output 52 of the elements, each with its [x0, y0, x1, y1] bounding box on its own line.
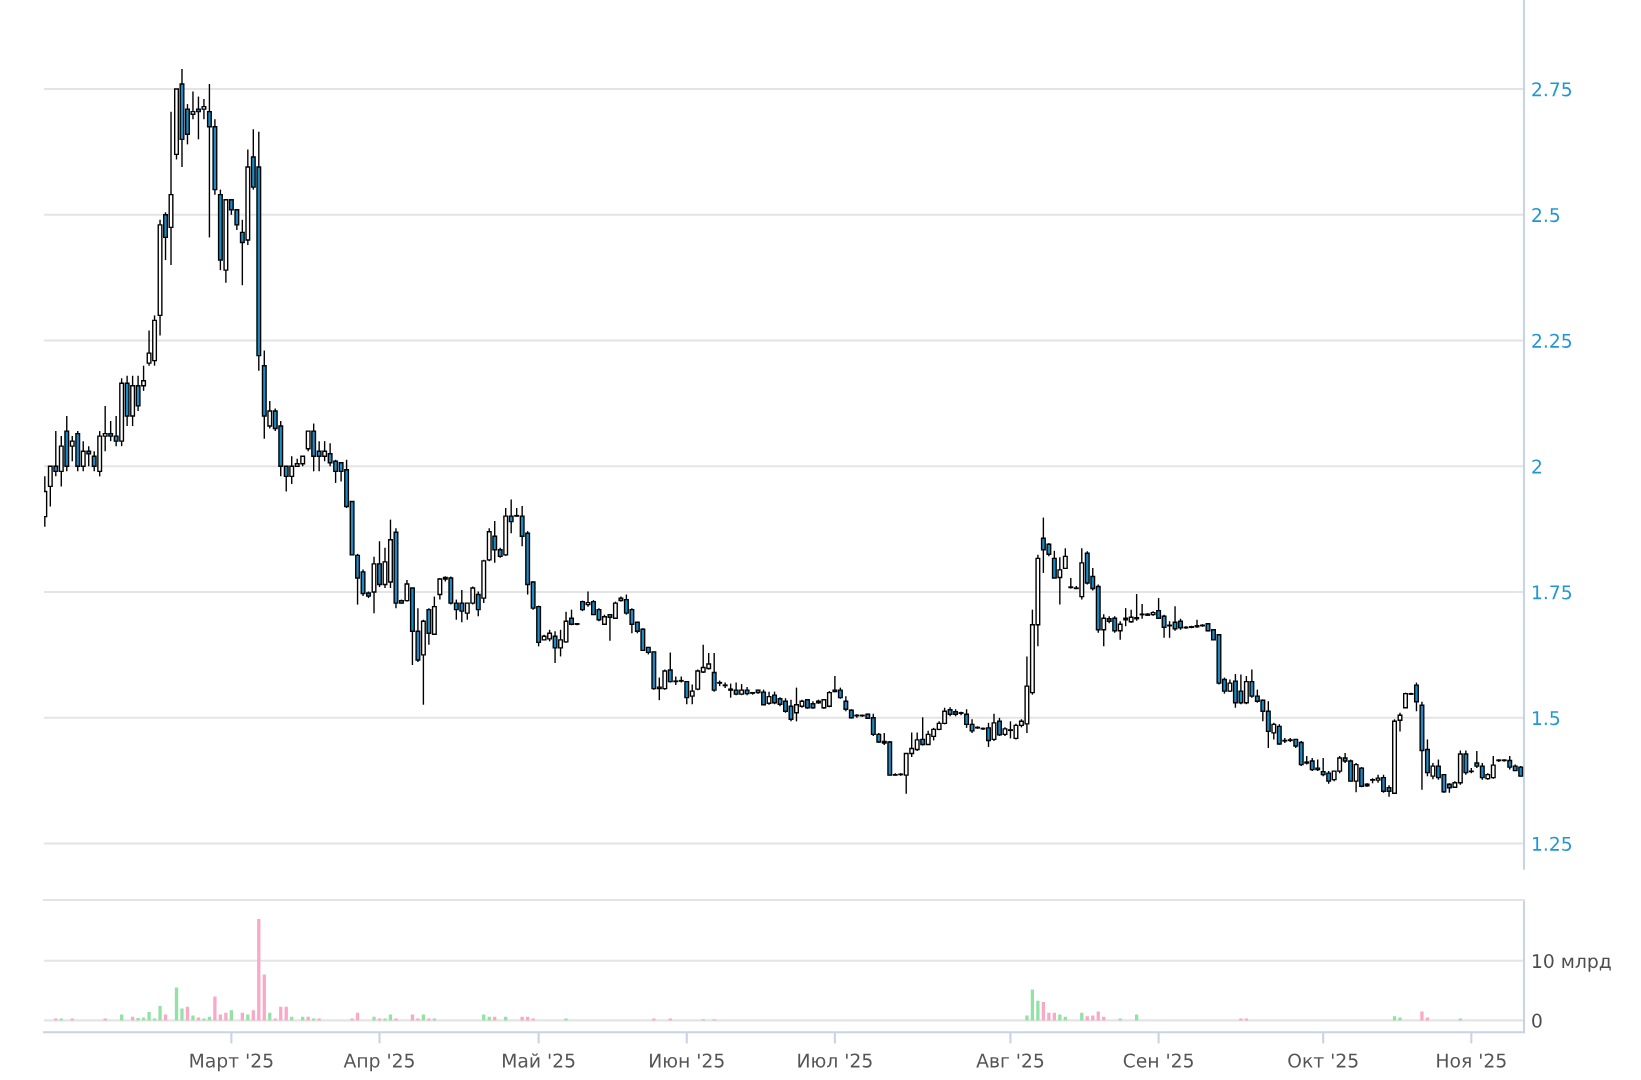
bar: [196, 1017, 201, 1021]
bar: [388, 1014, 393, 1021]
x-tick-label: Июл '25: [798, 1053, 872, 1068]
y-tick-label: 1.25: [1533, 836, 1572, 851]
bar: [141, 1017, 146, 1021]
x-tick-label: Апр '25: [343, 1053, 414, 1072]
bar: [421, 1014, 426, 1021]
bar: [1058, 1014, 1062, 1021]
candlestick: [1397, 712, 1403, 733]
candlestick: [1062, 547, 1068, 570]
x-tick-label: Март '25: [190, 1053, 273, 1072]
bar: [180, 1008, 184, 1021]
bar: [229, 1010, 234, 1021]
y-tick-label: 2: [1532, 459, 1541, 474]
bar: [246, 1014, 250, 1021]
bar: [1030, 989, 1035, 1021]
y-tick-label: 0: [1532, 1013, 1542, 1028]
bar: [1135, 1014, 1139, 1021]
bar: [1425, 1017, 1430, 1021]
y-tick-label: 2.5: [1532, 207, 1560, 223]
y-tick-label: 2.75: [1532, 82, 1572, 97]
bar: [1398, 1017, 1402, 1021]
x-tick-label: Ноя '25: [1437, 1053, 1506, 1068]
x-tick-label: Июн '25: [650, 1053, 724, 1068]
bar: [119, 1014, 124, 1021]
bar: [262, 974, 266, 1021]
bar: [224, 1012, 228, 1021]
x-tick-label: Окт '25: [1288, 1053, 1358, 1068]
bar: [191, 1015, 195, 1021]
bar: [257, 919, 261, 1021]
bar: [1420, 1011, 1424, 1021]
bar: [1036, 1000, 1040, 1021]
x-tick-label: Авг '25: [976, 1053, 1044, 1068]
bar: [163, 1014, 168, 1021]
bar: [482, 1014, 486, 1021]
y-tick-label: 2.25: [1532, 333, 1572, 348]
y-tick-label: 1.75: [1533, 585, 1572, 600]
x-tick-label: Сен '25: [1123, 1053, 1193, 1068]
bar: [218, 1014, 223, 1021]
bar: [158, 1006, 162, 1021]
bar: [1025, 1015, 1029, 1021]
bar: [251, 1010, 255, 1021]
y-tick-label: 1.5: [1533, 711, 1560, 726]
bar: [1047, 1012, 1051, 1021]
bar: [213, 996, 217, 1021]
bar: [1096, 1011, 1100, 1021]
y-tick-label: 10 млрд: [1533, 953, 1611, 972]
bar: [147, 1012, 151, 1021]
bar: [410, 1014, 415, 1021]
bar: [136, 1018, 140, 1021]
x-tick-label: Май '25: [503, 1053, 575, 1068]
bar: [372, 1016, 376, 1021]
